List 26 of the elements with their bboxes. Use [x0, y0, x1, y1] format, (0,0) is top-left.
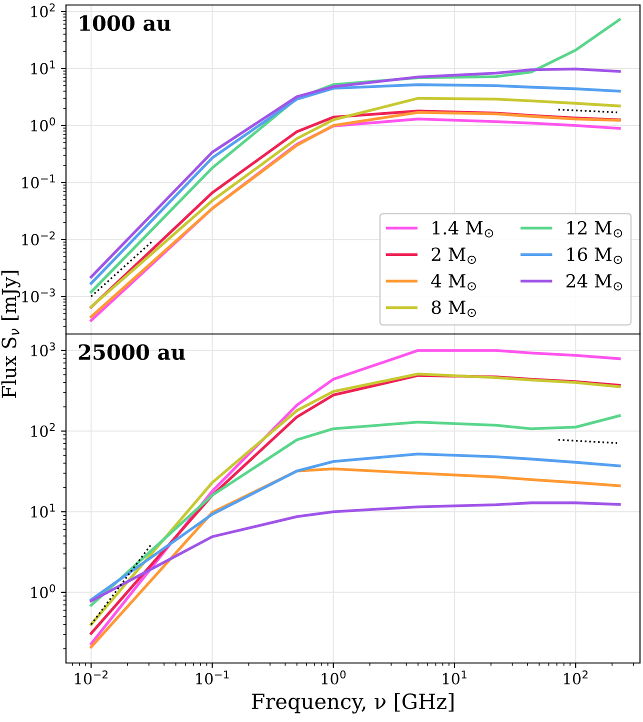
y-axis-title: Flux S$_{ν}$ [mJy]	[1, 270, 20, 398]
chart-title: 25000 au	[78, 344, 186, 360]
y-tick-label: 10$^{−2}$	[22, 231, 55, 246]
legend-label: 4 M$_{⊙}$	[431, 274, 476, 290]
legend-label: 1.4 M$_{⊙}$	[432, 220, 494, 238]
y-tick-label: 10$^{2}$	[31, 3, 55, 18]
legend-label: 16 M$_{⊙}$	[567, 247, 622, 264]
legend-label: 24 M$_{⊙}$	[566, 274, 622, 290]
y-tick-label: 10$^{1}$	[31, 60, 55, 74]
legend-label: 8 M$_{⊙}$	[432, 300, 476, 317]
chart-title: 1000 au	[80, 15, 171, 31]
y-tick-label: 10$^{−1}$	[22, 174, 55, 188]
y-tick-label: 10$^{−3}$	[22, 288, 55, 302]
x-tick-label: 10$^{−2}$	[75, 670, 108, 684]
legend-label: 2 M$_{⊙}$	[432, 247, 476, 264]
y-tick-label: 10$^{2}$	[31, 422, 55, 437]
x-tick-label: 10$^{0}$	[322, 670, 346, 684]
x-tick-label: 10$^{1}$	[442, 670, 466, 684]
y-tick-label: 10$^{3}$	[31, 342, 55, 356]
x-tick-label: 10$^{−1}$	[196, 670, 229, 684]
x-axis-title: Frequency, ν [GHz]	[252, 693, 454, 714]
y-tick-label: 10$^{0}$	[31, 117, 56, 132]
y-tick-label: 10$^{1}$	[31, 504, 55, 518]
y-tick-label: 10$^{0}$	[31, 584, 56, 598]
x-tick-label: 10$^{2}$	[564, 670, 588, 684]
legend-label: 12 M$_{⊙}$	[567, 220, 622, 238]
